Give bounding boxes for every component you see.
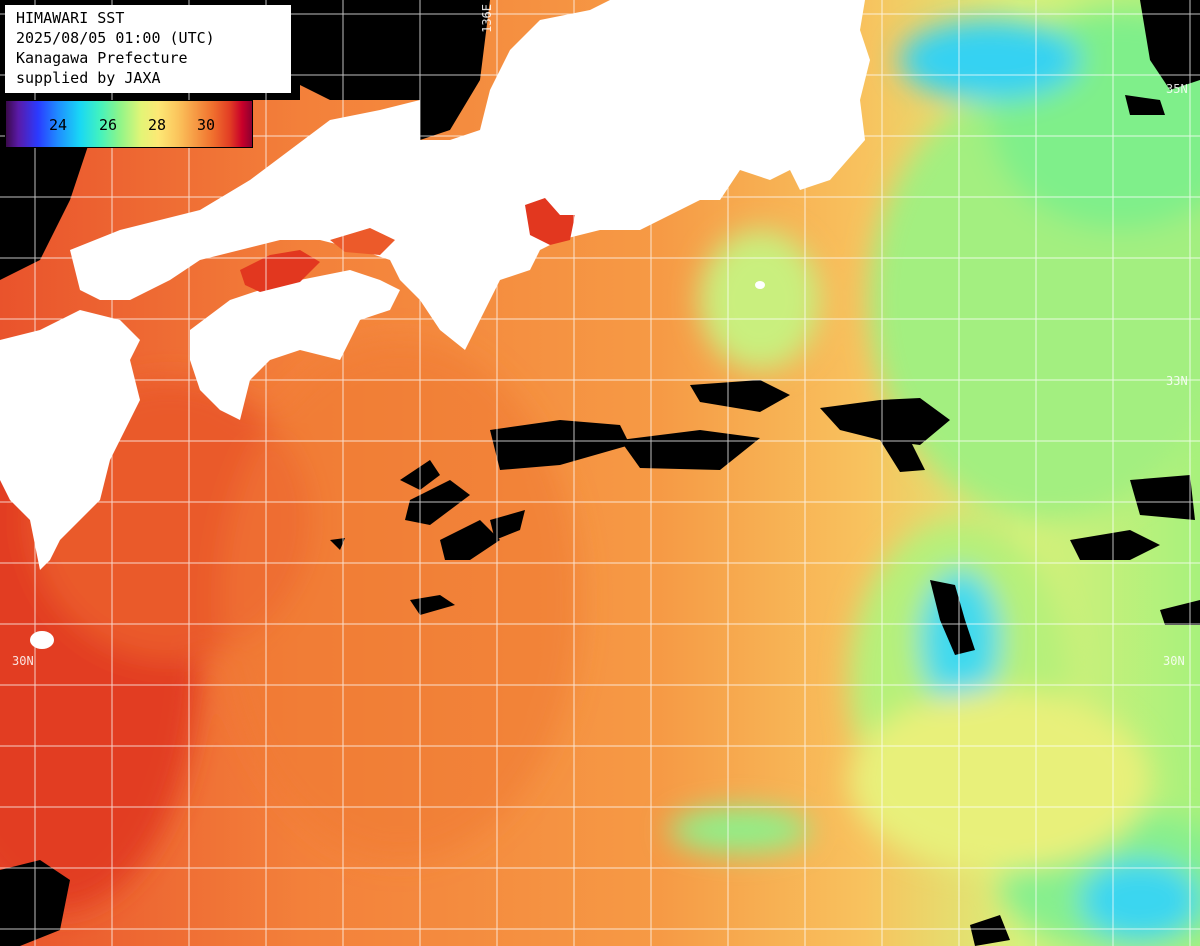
color-scale-legend: 24 26 28 30 xyxy=(5,100,253,148)
region-label: Kanagawa Prefecture xyxy=(16,49,188,67)
lat-label-35n: 35N xyxy=(1166,82,1188,96)
cool-water-region xyxy=(670,10,1200,946)
credit-label: supplied by JAXA xyxy=(16,69,161,87)
info-box: HIMAWARI SST 2025/08/05 01:00 (UTC) Kana… xyxy=(5,5,291,93)
hot-bays xyxy=(240,198,575,292)
lat-label-33n: 33N xyxy=(1166,374,1188,388)
legend-tick-24: 24 xyxy=(48,116,68,134)
legend-tick-28: 28 xyxy=(147,116,167,134)
observation-datetime: 2025/08/05 01:00 (UTC) xyxy=(16,29,215,47)
lon-label-136e: 136E xyxy=(480,4,494,33)
legend-tick-30: 30 xyxy=(196,116,216,134)
lat-label-33-left: 33 xyxy=(14,374,29,388)
product-title: HIMAWARI SST xyxy=(16,9,125,27)
lat-label-30n-right: 30N xyxy=(1163,654,1185,668)
lat-label-30n-left: 30N xyxy=(12,654,34,668)
legend-tick-26: 26 xyxy=(98,116,118,134)
